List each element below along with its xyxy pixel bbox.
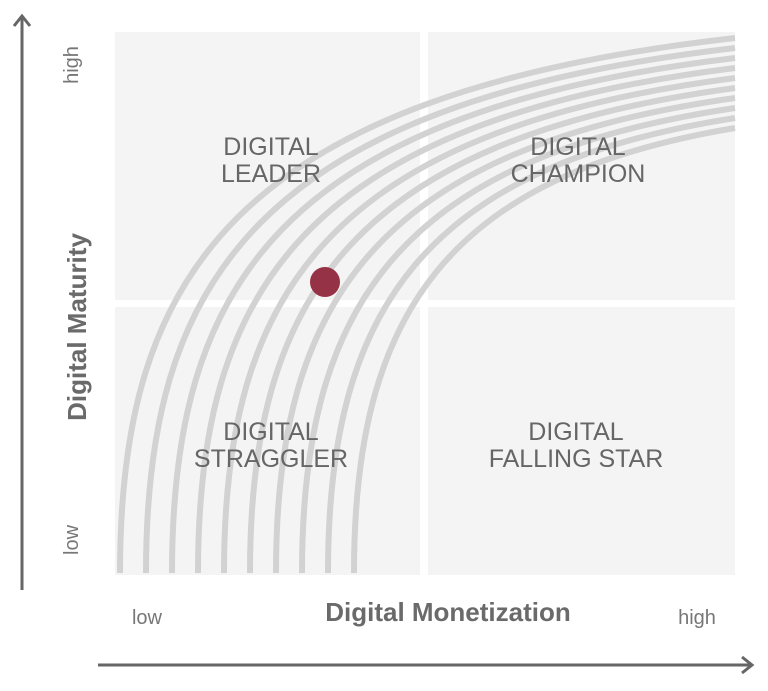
quadrant-bg: [428, 307, 735, 575]
x-axis-title: Digital Monetization: [325, 597, 571, 627]
label-line: FALLING STAR: [489, 445, 664, 473]
label-line: CHAMPION: [511, 160, 646, 188]
curve: [169, 55, 736, 574]
label-line: STRAGGLER: [194, 445, 348, 473]
label-line: DIGITAL: [223, 418, 318, 446]
y-axis-low: low: [61, 524, 83, 555]
curve: [247, 85, 736, 574]
quadrant-bg: [115, 307, 420, 575]
curves: [117, 35, 736, 574]
curve: [117, 35, 736, 574]
x-axis-low: low: [132, 607, 163, 629]
quadrant-label: DIGITAL LEADER: [221, 133, 321, 188]
x-axis-arrow: [741, 655, 755, 675]
curve: [351, 125, 736, 574]
x-axis-high: high: [678, 607, 716, 629]
y-axis-high: high: [61, 46, 83, 84]
label-line: DIGITAL: [223, 133, 318, 161]
quadrant-label: DIGITAL CHAMPION: [511, 133, 646, 188]
label-line: LEADER: [221, 160, 321, 188]
quadrant-label: DIGITAL STRAGGLER: [194, 418, 348, 473]
y-axis: [12, 13, 32, 590]
y-axis-arrow: [12, 13, 32, 27]
curve: [273, 95, 736, 574]
quadrant-label: DIGITAL FALLING STAR: [489, 418, 664, 473]
curve: [221, 75, 736, 574]
curve: [195, 65, 736, 574]
position-dot: [310, 267, 340, 297]
y-axis-title: Digital Maturity: [62, 233, 92, 421]
curve: [299, 105, 736, 574]
curve: [143, 45, 736, 574]
curve: [325, 115, 736, 574]
label-line: DIGITAL: [528, 418, 623, 446]
label-line: DIGITAL: [530, 133, 625, 161]
x-axis: [98, 655, 755, 675]
